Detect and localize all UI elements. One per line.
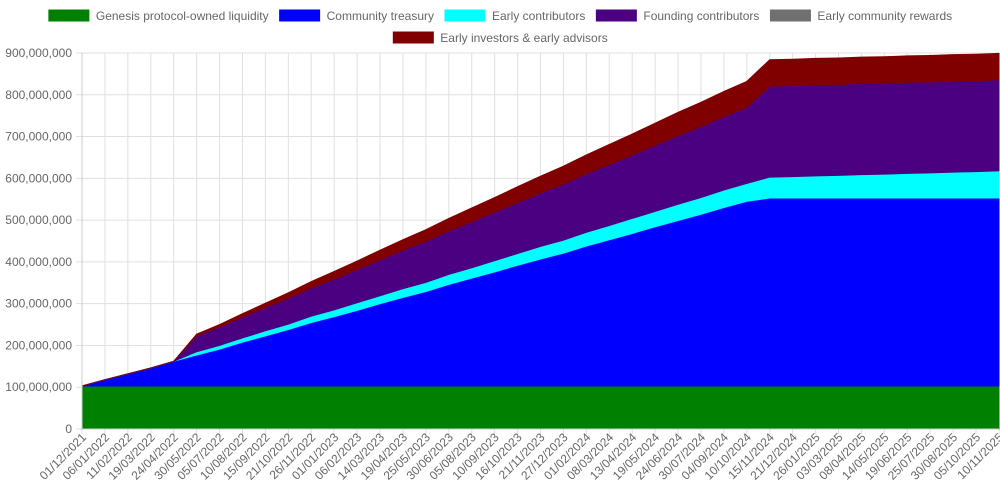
y-tick-label: 800,000,000 bbox=[5, 88, 72, 102]
legend-item-0[interactable]: Genesis protocol-owned liquidity bbox=[47, 8, 269, 23]
legend-swatch bbox=[391, 30, 435, 45]
legend-label: Genesis protocol-owned liquidity bbox=[96, 9, 269, 23]
y-tick-label: 100,000,000 bbox=[5, 380, 72, 394]
axes bbox=[81, 53, 999, 430]
y-tick-label: 500,000,000 bbox=[5, 213, 72, 227]
legend-item-2[interactable]: Early contributors bbox=[443, 8, 585, 23]
legend-swatch bbox=[278, 8, 322, 23]
y-tick-label: 300,000,000 bbox=[5, 297, 72, 311]
legend-label: Early contributors bbox=[492, 9, 585, 23]
area-series-0 bbox=[81, 385, 1000, 430]
y-tick-label: 0 bbox=[65, 422, 72, 436]
legend-item-1[interactable]: Community treasury bbox=[278, 8, 434, 23]
legend-swatch bbox=[47, 8, 91, 23]
y-tick-label: 700,000,000 bbox=[5, 130, 72, 144]
y-tick-label: 900,000,000 bbox=[5, 46, 72, 60]
area-series-5 bbox=[81, 52, 1000, 387]
y-tick-label: 600,000,000 bbox=[5, 171, 72, 185]
legend-label: Community treasury bbox=[327, 9, 434, 23]
legend-swatch bbox=[594, 8, 638, 23]
series-areas bbox=[81, 52, 1000, 430]
legend-label: Founding contributors bbox=[643, 9, 759, 23]
legend: Genesis protocol-owned liquidity Communit… bbox=[47, 8, 952, 45]
legend-item-5[interactable]: Early investors & early advisors bbox=[391, 30, 608, 45]
y-tick-label: 400,000,000 bbox=[5, 255, 72, 269]
y-tick-label: 200,000,000 bbox=[5, 338, 72, 352]
legend-swatch bbox=[768, 8, 812, 23]
legend-item-3[interactable]: Founding contributors bbox=[594, 8, 759, 23]
legend-label: Early investors & early advisors bbox=[440, 31, 607, 45]
x-axis-tick-labels: 01/12/202106/01/202211/02/202219/03/2022… bbox=[37, 430, 1000, 483]
y-axis-tick-labels: 0 100,000,000 200,000,000 300,000,000 400,00… bbox=[5, 46, 72, 436]
legend-label: Early community rewards bbox=[817, 9, 952, 23]
legend-swatch bbox=[443, 8, 487, 23]
legend-item-4[interactable]: Early community rewards bbox=[768, 8, 952, 23]
